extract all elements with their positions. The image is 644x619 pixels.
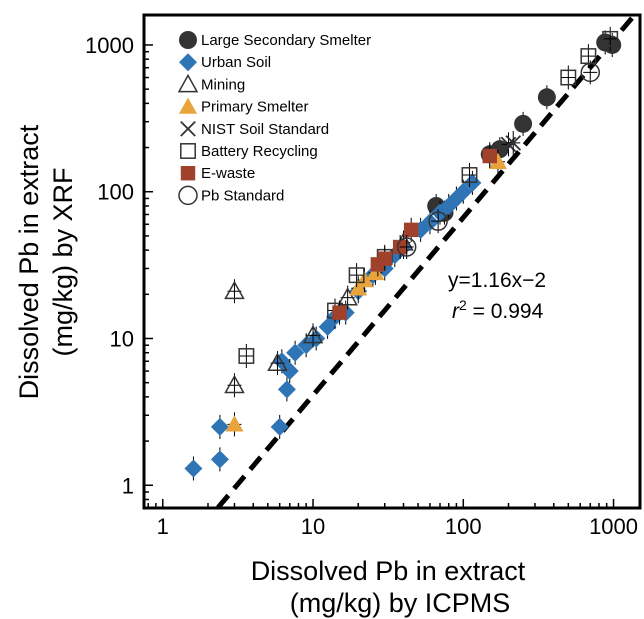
data-point <box>514 114 533 133</box>
data-point <box>602 30 619 47</box>
error-bar <box>239 343 254 368</box>
data-point <box>210 450 229 469</box>
data-point <box>302 324 324 344</box>
data-point <box>225 415 244 432</box>
series-e-waste <box>332 144 497 325</box>
legend-label: Battery Recycling <box>201 143 318 160</box>
y-axis: 1 10 100 1000 <box>85 33 153 509</box>
data-point <box>332 305 347 320</box>
data-point <box>377 251 392 266</box>
legend-label: NIST Soil Standard <box>201 121 329 138</box>
x-tick-label: 1 <box>157 514 169 539</box>
legend-label: Mining <box>201 76 245 93</box>
y-tick-label: 100 <box>97 180 134 205</box>
legend-marker <box>180 166 196 181</box>
series-urban-soil <box>184 170 482 481</box>
data-point <box>270 417 289 436</box>
error-bar <box>561 65 576 90</box>
legend-marker <box>179 31 197 49</box>
legend-label: E-waste <box>201 165 255 182</box>
data-point <box>461 167 478 183</box>
data-point <box>224 374 245 394</box>
error-bar <box>431 209 446 234</box>
x-axis-title-line-2: (mg/kg) by ICPMS <box>290 588 511 618</box>
y-tick-label: 10 <box>110 326 134 351</box>
series-nist-soil-standard <box>500 130 522 157</box>
legend-label: Pb Standard <box>201 187 284 204</box>
data-point <box>267 352 288 372</box>
error-bar <box>349 263 364 288</box>
error-bar <box>399 235 414 260</box>
data-point <box>348 267 365 284</box>
legend-marker <box>179 97 197 114</box>
data-point <box>505 135 522 151</box>
series-pb-standard <box>396 60 601 260</box>
legend-label: Large Secondary Smelter <box>201 32 371 49</box>
error-bar <box>462 163 477 188</box>
legend-marker <box>179 53 197 72</box>
legend-label: Urban Soil <box>201 54 271 71</box>
error-bar <box>583 60 598 85</box>
legend-marker <box>180 120 196 137</box>
y-axis-title-line-1: Dissolved Pb in extract <box>14 124 44 399</box>
data-point <box>537 88 556 107</box>
data-point <box>454 182 473 201</box>
data-point <box>286 343 305 362</box>
legend-marker <box>177 73 199 93</box>
y-tick-label: 1000 <box>85 33 134 58</box>
series-battery-recycling <box>238 26 619 368</box>
data-point <box>488 152 507 169</box>
data-point <box>428 211 448 231</box>
r-symbol: r <box>452 300 460 323</box>
error-bar <box>603 26 618 51</box>
x-tick-label: 100 <box>445 514 482 539</box>
data-point <box>580 62 601 83</box>
x-tick-label: 10 <box>301 514 325 539</box>
data-point <box>349 279 368 296</box>
legend-marker <box>180 143 196 159</box>
r-squared-value: = 0.994 <box>467 300 544 323</box>
r-squared: r2 = 0.994 <box>452 297 544 323</box>
legend: Large Secondary Smelter Urban Soil Mining P… <box>177 31 371 206</box>
data-point <box>366 263 385 281</box>
r-exponent: 2 <box>459 297 467 313</box>
data-point <box>224 280 245 300</box>
plot-frame <box>142 13 642 510</box>
data-point <box>482 148 497 164</box>
legend-marker <box>178 185 198 206</box>
data-point <box>238 348 255 364</box>
data-point <box>337 287 358 306</box>
data-point <box>277 380 296 399</box>
data-point <box>420 213 439 232</box>
data-point <box>184 459 203 478</box>
x-axis-title-line-1: Dissolved Pb in extract <box>251 556 526 586</box>
legend-label: Primary Smelter <box>201 99 309 116</box>
fit-line <box>216 13 637 510</box>
x-axis: 1 10 100 1000 <box>147 499 638 539</box>
data-point <box>560 69 577 86</box>
data-point <box>403 222 419 238</box>
data-points <box>184 26 622 481</box>
y-tick-label: 1 <box>122 473 134 498</box>
x-tick-label: 1000 <box>589 514 638 539</box>
data-point <box>396 237 417 257</box>
y-axis-title-line-2: (mg/kg) by XRF <box>48 167 78 356</box>
fit-equation: y=1.16x−2 <box>448 269 546 292</box>
data-point <box>210 417 229 436</box>
